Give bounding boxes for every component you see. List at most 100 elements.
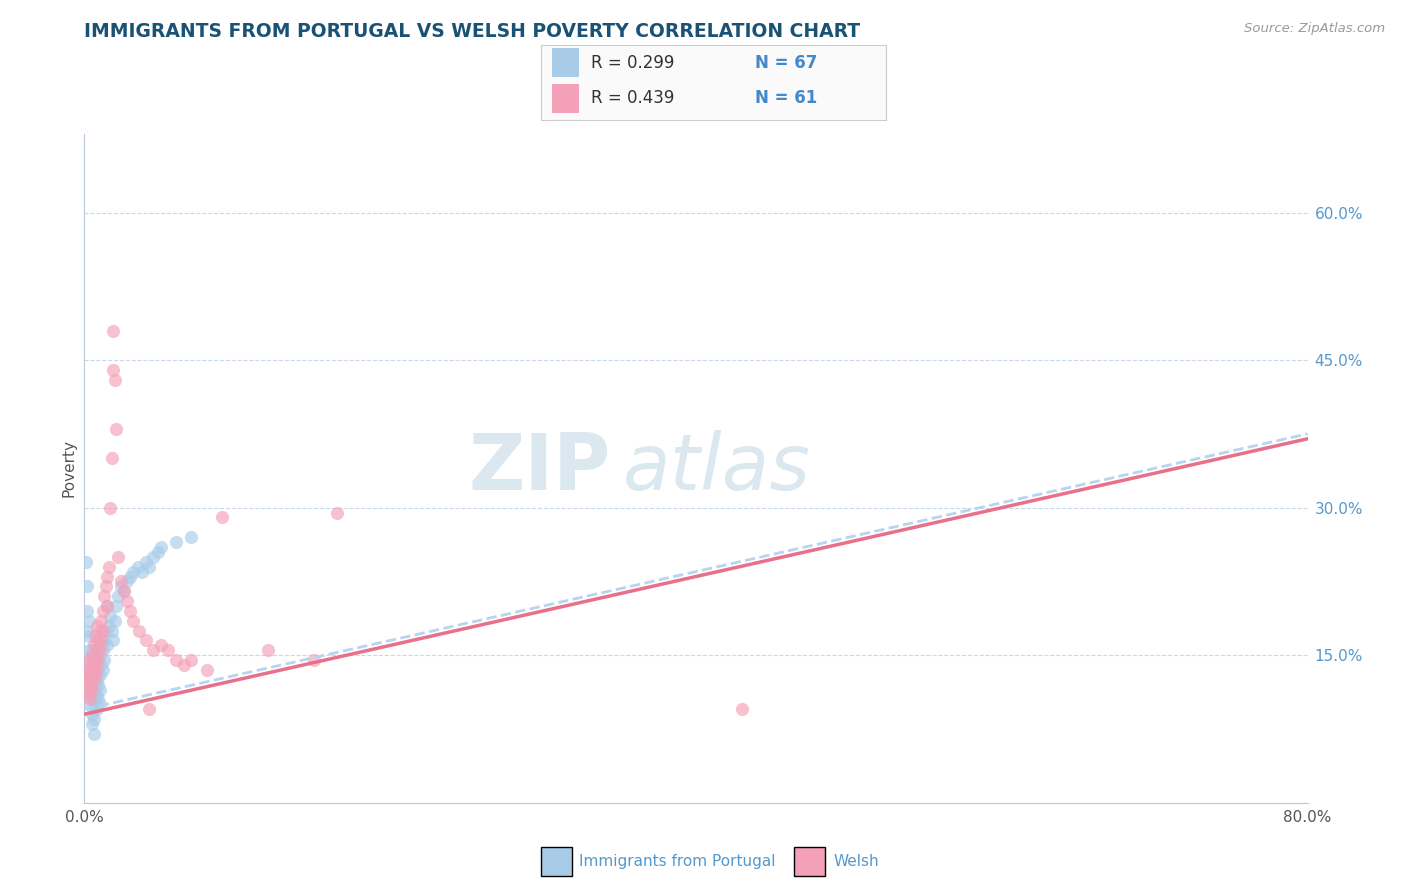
Point <box>180 653 202 667</box>
Point <box>257 643 280 657</box>
Point <box>86 663 108 677</box>
Point <box>110 574 132 589</box>
Point <box>83 682 105 697</box>
Point <box>77 628 100 642</box>
Point <box>86 643 108 657</box>
Point <box>94 579 117 593</box>
Point <box>101 624 124 638</box>
Point <box>103 324 125 338</box>
Point <box>76 604 98 618</box>
Point <box>120 569 142 583</box>
Point <box>84 643 107 657</box>
Point <box>80 707 103 722</box>
Point <box>96 639 118 653</box>
Point <box>86 618 108 632</box>
Point <box>105 599 128 613</box>
Point <box>83 712 105 726</box>
Text: N = 61: N = 61 <box>755 89 817 107</box>
Text: R = 0.299: R = 0.299 <box>592 54 675 71</box>
Point <box>98 608 121 623</box>
Point <box>91 663 114 677</box>
Point <box>79 673 101 687</box>
Point <box>165 653 187 667</box>
Point <box>83 653 105 667</box>
Point <box>91 643 114 657</box>
Point <box>302 653 325 667</box>
Point <box>87 678 110 692</box>
Point <box>76 682 98 697</box>
Point <box>80 682 103 697</box>
Text: N = 67: N = 67 <box>755 54 817 71</box>
Point <box>76 663 98 677</box>
Point <box>104 373 127 387</box>
Point <box>127 559 149 574</box>
Point <box>75 555 97 569</box>
Point <box>80 648 103 663</box>
Point <box>84 663 107 677</box>
Point <box>91 604 114 618</box>
Point <box>76 624 98 638</box>
Point <box>96 569 118 583</box>
Text: R = 0.439: R = 0.439 <box>592 89 675 107</box>
Point <box>87 653 110 667</box>
Point <box>83 673 105 687</box>
Point <box>87 633 110 648</box>
Point <box>98 500 121 515</box>
Point <box>89 648 111 663</box>
Text: Source: ZipAtlas.com: Source: ZipAtlas.com <box>1244 22 1385 36</box>
Point <box>149 639 172 653</box>
Point <box>77 668 100 682</box>
Point <box>90 639 112 653</box>
Point <box>79 653 101 667</box>
Text: IMMIGRANTS FROM PORTUGAL VS WELSH POVERTY CORRELATION CHART: IMMIGRANTS FROM PORTUGAL VS WELSH POVERT… <box>84 22 860 41</box>
Point <box>80 643 103 657</box>
Point <box>173 658 195 673</box>
Point <box>120 604 142 618</box>
Point <box>91 624 114 638</box>
Point <box>93 633 115 648</box>
Point <box>77 688 100 702</box>
Y-axis label: Poverty: Poverty <box>60 439 76 498</box>
Point <box>146 545 169 559</box>
Point <box>84 678 107 692</box>
Point <box>157 643 180 657</box>
Point <box>80 668 103 682</box>
Point <box>94 624 117 638</box>
Point <box>107 589 129 603</box>
Point <box>195 663 218 677</box>
Point <box>87 692 110 706</box>
Point <box>731 702 754 716</box>
Point <box>142 643 165 657</box>
Point <box>80 717 103 731</box>
Point <box>83 658 105 673</box>
Point <box>96 599 118 613</box>
Point <box>122 565 145 579</box>
Point <box>104 614 127 628</box>
Point <box>135 633 157 648</box>
Point <box>135 555 157 569</box>
Point <box>101 451 124 466</box>
Point <box>138 559 160 574</box>
Point <box>105 422 128 436</box>
Point <box>86 653 108 667</box>
Point <box>79 678 101 692</box>
Point <box>89 643 111 657</box>
Bar <box>551 48 579 78</box>
Point <box>79 658 101 673</box>
Point <box>103 363 125 377</box>
Point <box>75 673 97 687</box>
Point <box>89 668 111 682</box>
Point <box>131 565 153 579</box>
Point <box>180 530 202 544</box>
Point <box>84 628 107 642</box>
Point <box>128 624 150 638</box>
Point <box>90 633 112 648</box>
Point <box>138 702 160 716</box>
Bar <box>551 84 579 112</box>
Point <box>84 653 107 667</box>
Point <box>97 618 120 632</box>
Point <box>103 633 125 648</box>
Point <box>77 643 100 657</box>
Point <box>83 692 105 706</box>
Point <box>149 540 172 554</box>
